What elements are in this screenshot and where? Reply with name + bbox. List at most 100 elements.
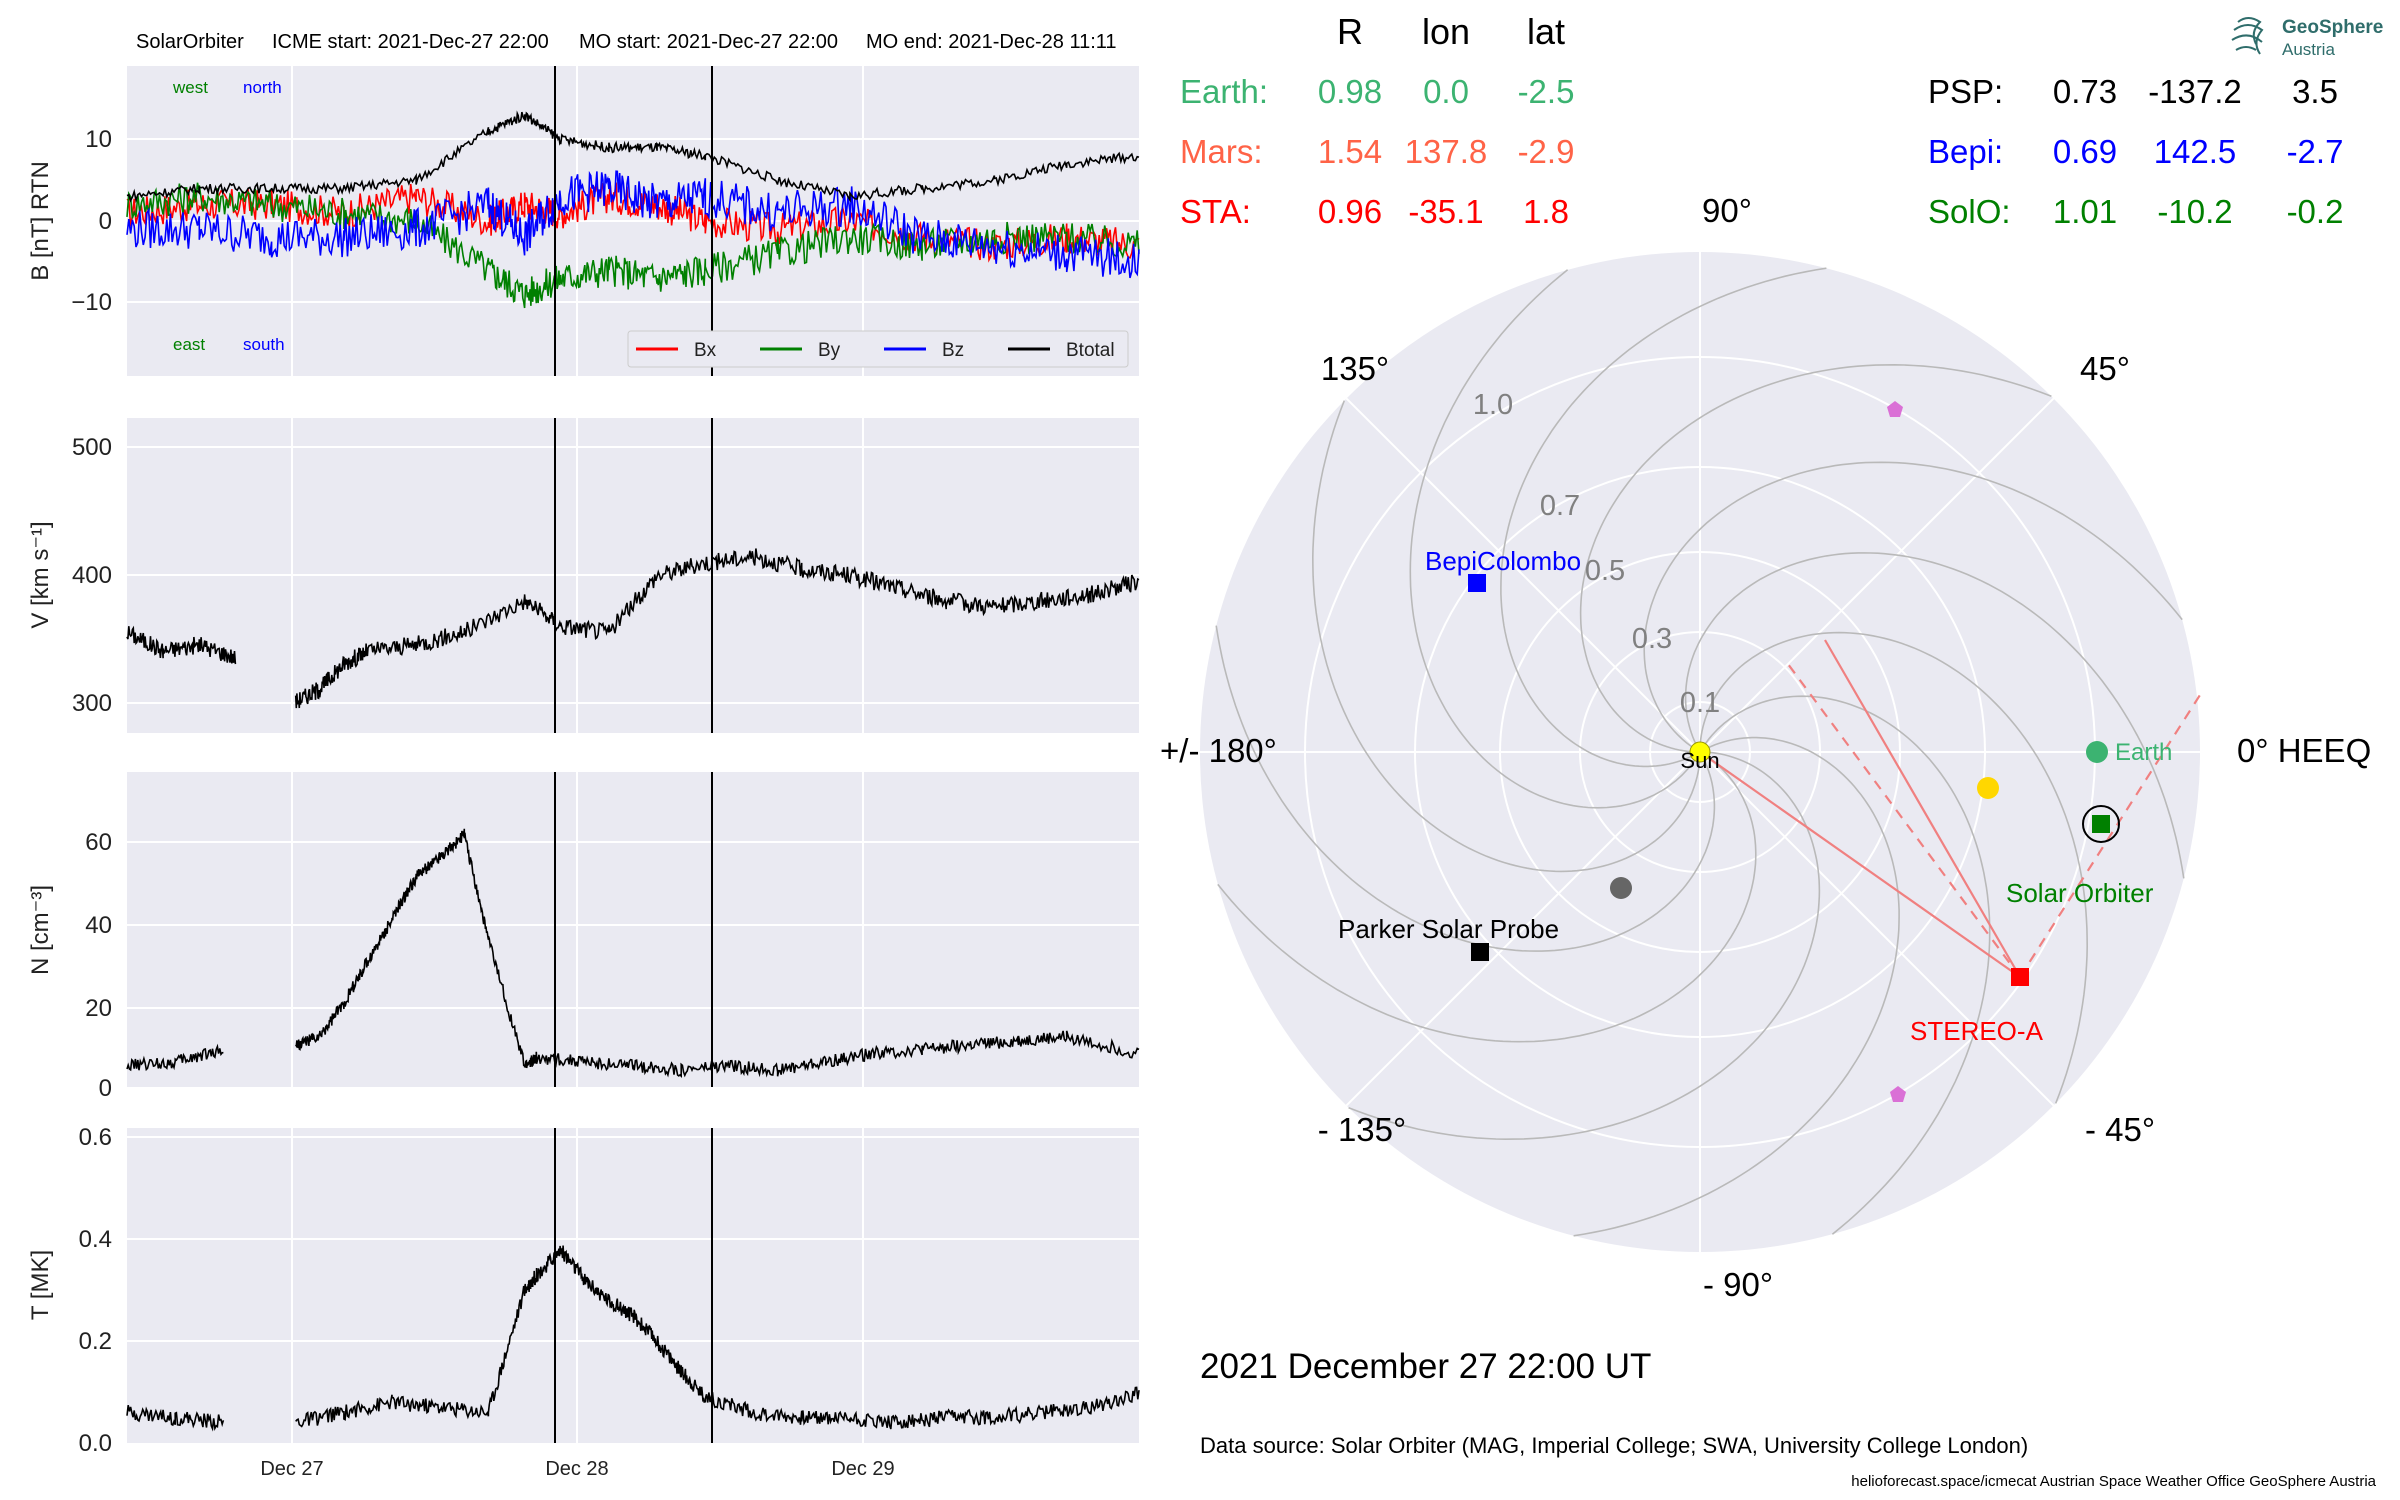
left-row-1-lon: 137.8 bbox=[1405, 133, 1488, 170]
psp-label: Parker Solar Probe bbox=[1338, 914, 1559, 944]
table-header-r: R bbox=[1337, 11, 1363, 52]
parker-spirals bbox=[1215, 267, 2185, 1237]
angle-m135: - 135° bbox=[1318, 1111, 1406, 1148]
angle-90: 90° bbox=[1702, 192, 1752, 229]
x-tick-dec28: Dec 28 bbox=[545, 1458, 608, 1480]
r-label-01: 0.1 bbox=[1680, 687, 1720, 719]
n-ylabel: N [cm⁻³] bbox=[27, 885, 54, 975]
stereo-a-label: STEREO-A bbox=[1910, 1016, 2044, 1046]
by-line bbox=[126, 182, 1140, 309]
header-mo-end: MO end: 2021-Dec-28 11:11 bbox=[866, 31, 1117, 53]
t-tick-00: 0.0 bbox=[79, 1430, 112, 1457]
stereo-a-line-2 bbox=[1784, 659, 2021, 978]
parker-spiral-8 bbox=[1409, 269, 1701, 809]
t-ylabel: T [MK] bbox=[27, 1250, 54, 1320]
parker-spiral-1 bbox=[1573, 736, 1900, 1237]
header-spacecraft: SolarOrbiter bbox=[136, 31, 244, 53]
density-series bbox=[126, 828, 1140, 1079]
temperature-series bbox=[126, 1245, 1140, 1432]
parker-spiral-4 bbox=[1684, 552, 2185, 879]
mercury-marker bbox=[1977, 777, 1999, 799]
right-row-0-name: PSP: bbox=[1928, 73, 2003, 110]
x-tick-dec27: Dec 27 bbox=[260, 1458, 323, 1480]
geosphere-logo: GeoSphere Austria bbox=[2231, 17, 2383, 59]
marker-pentagon-lower bbox=[1890, 1086, 1906, 1102]
angle-m90: - 90° bbox=[1703, 1266, 1773, 1303]
right-row-1-lat: -2.7 bbox=[2287, 133, 2344, 170]
angle-0: 0° HEEQ bbox=[2237, 732, 2371, 769]
angle-45: 45° bbox=[2080, 350, 2130, 387]
psp-marker bbox=[1471, 943, 1489, 961]
speed-line bbox=[126, 548, 1140, 709]
n-tick-60: 60 bbox=[85, 829, 112, 856]
panel-t-background bbox=[127, 1128, 1139, 1443]
x-tick-dec29: Dec 29 bbox=[831, 1458, 894, 1480]
position-table-right: PSP: 0.73 -137.2 3.5 Bepi: 0.69 142.5 -2.7 SolO:… bbox=[1928, 73, 2343, 230]
parker-spiral-3 bbox=[1699, 631, 2089, 1104]
bz-line bbox=[126, 170, 1140, 279]
right-row-2-lat: -0.2 bbox=[2287, 193, 2344, 230]
legend-bz-label: Bz bbox=[942, 340, 964, 361]
left-row-0-name: Earth: bbox=[1180, 73, 1268, 110]
temperature-line bbox=[126, 1245, 1140, 1432]
parker-spiral-10 bbox=[1215, 625, 1716, 952]
left-row-0-lat: -2.5 bbox=[1518, 73, 1575, 110]
polar-r-labels: 1.0 0.7 0.5 0.3 0.1 bbox=[1473, 389, 1720, 719]
angle-135: 135° bbox=[1321, 350, 1389, 387]
bepi-label: BepiColombo bbox=[1425, 546, 1581, 576]
n-tick-20: 20 bbox=[85, 995, 112, 1022]
right-row-2-name: SolO: bbox=[1928, 193, 2011, 230]
right-row-2-r: 1.01 bbox=[2053, 193, 2117, 230]
right-row-1-r: 0.69 bbox=[2053, 133, 2117, 170]
earth-label: Earth bbox=[2115, 739, 2172, 766]
left-row-2-r: 0.96 bbox=[1318, 193, 1382, 230]
t-tick-06: 0.6 bbox=[79, 1124, 112, 1151]
parker-spiral-0 bbox=[1348, 751, 1821, 1141]
b-tick-10: 10 bbox=[85, 126, 112, 153]
left-row-0-lon: 0.0 bbox=[1423, 73, 1469, 110]
label-east: east bbox=[173, 335, 205, 354]
left-row-2-name: STA: bbox=[1180, 193, 1251, 230]
b-legend: Bx By Bz Btotal bbox=[627, 330, 1129, 368]
stereo-a-line-3 bbox=[2019, 694, 2201, 978]
right-row-0-lon: -137.2 bbox=[2148, 73, 2242, 110]
legend-by-label: By bbox=[818, 340, 841, 361]
left-row-1-name: Mars: bbox=[1180, 133, 1263, 170]
parker-spiral-6 bbox=[1579, 363, 2052, 753]
r-label-05: 0.5 bbox=[1585, 555, 1625, 587]
venus-marker bbox=[1610, 877, 1632, 899]
sun-label: Sun bbox=[1680, 748, 1719, 773]
logo-line1: GeoSphere bbox=[2282, 17, 2383, 38]
legend-bx-label: Bx bbox=[694, 340, 717, 361]
polar-angle-labels: 90° 45° 0° HEEQ - 45° - 90° - 135° +/- 1… bbox=[1160, 192, 2371, 1303]
panel-n-background bbox=[127, 772, 1139, 1087]
t-tick-04: 0.4 bbox=[79, 1226, 112, 1253]
parker-spiral-11 bbox=[1217, 751, 1757, 1043]
right-row-1-name: Bepi: bbox=[1928, 133, 2003, 170]
geosphere-logo-icon bbox=[2231, 17, 2264, 55]
b-tick-0: 0 bbox=[99, 208, 112, 235]
sun-marker bbox=[1689, 741, 1711, 763]
label-south: south bbox=[243, 335, 285, 354]
bepi-marker bbox=[1468, 574, 1486, 592]
speed-series bbox=[126, 548, 1140, 709]
footer-credit: helioforecast.space/icmecat Austrian Spa… bbox=[1851, 1473, 2376, 1490]
solo-label: Solar Orbiter bbox=[2006, 878, 2154, 908]
parker-spiral-2 bbox=[1699, 695, 1991, 1235]
polar-bodies: Sun Earth Solar Orbiter STEREO-A Parker … bbox=[1338, 401, 2172, 1102]
event-lines bbox=[554, 66, 713, 1443]
position-table: R lon lat bbox=[1337, 11, 1565, 52]
parker-spiral-5 bbox=[1643, 461, 2183, 753]
r-label-03: 0.3 bbox=[1632, 623, 1672, 655]
header-icme-start: ICME start: 2021-Dec-27 22:00 bbox=[272, 31, 549, 53]
n-tick-0: 0 bbox=[99, 1075, 112, 1102]
v-tick-500: 500 bbox=[72, 434, 112, 461]
parker-spiral-7 bbox=[1500, 267, 1827, 768]
logo-line2: Austria bbox=[2282, 40, 2335, 59]
label-north: north bbox=[243, 78, 282, 97]
angle-180: +/- 180° bbox=[1160, 732, 1277, 769]
left-row-2-lat: 1.8 bbox=[1523, 193, 1569, 230]
b-field-series bbox=[126, 110, 1140, 309]
footer-source: Data source: Solar Orbiter (MAG, Imperia… bbox=[1200, 1433, 2028, 1458]
